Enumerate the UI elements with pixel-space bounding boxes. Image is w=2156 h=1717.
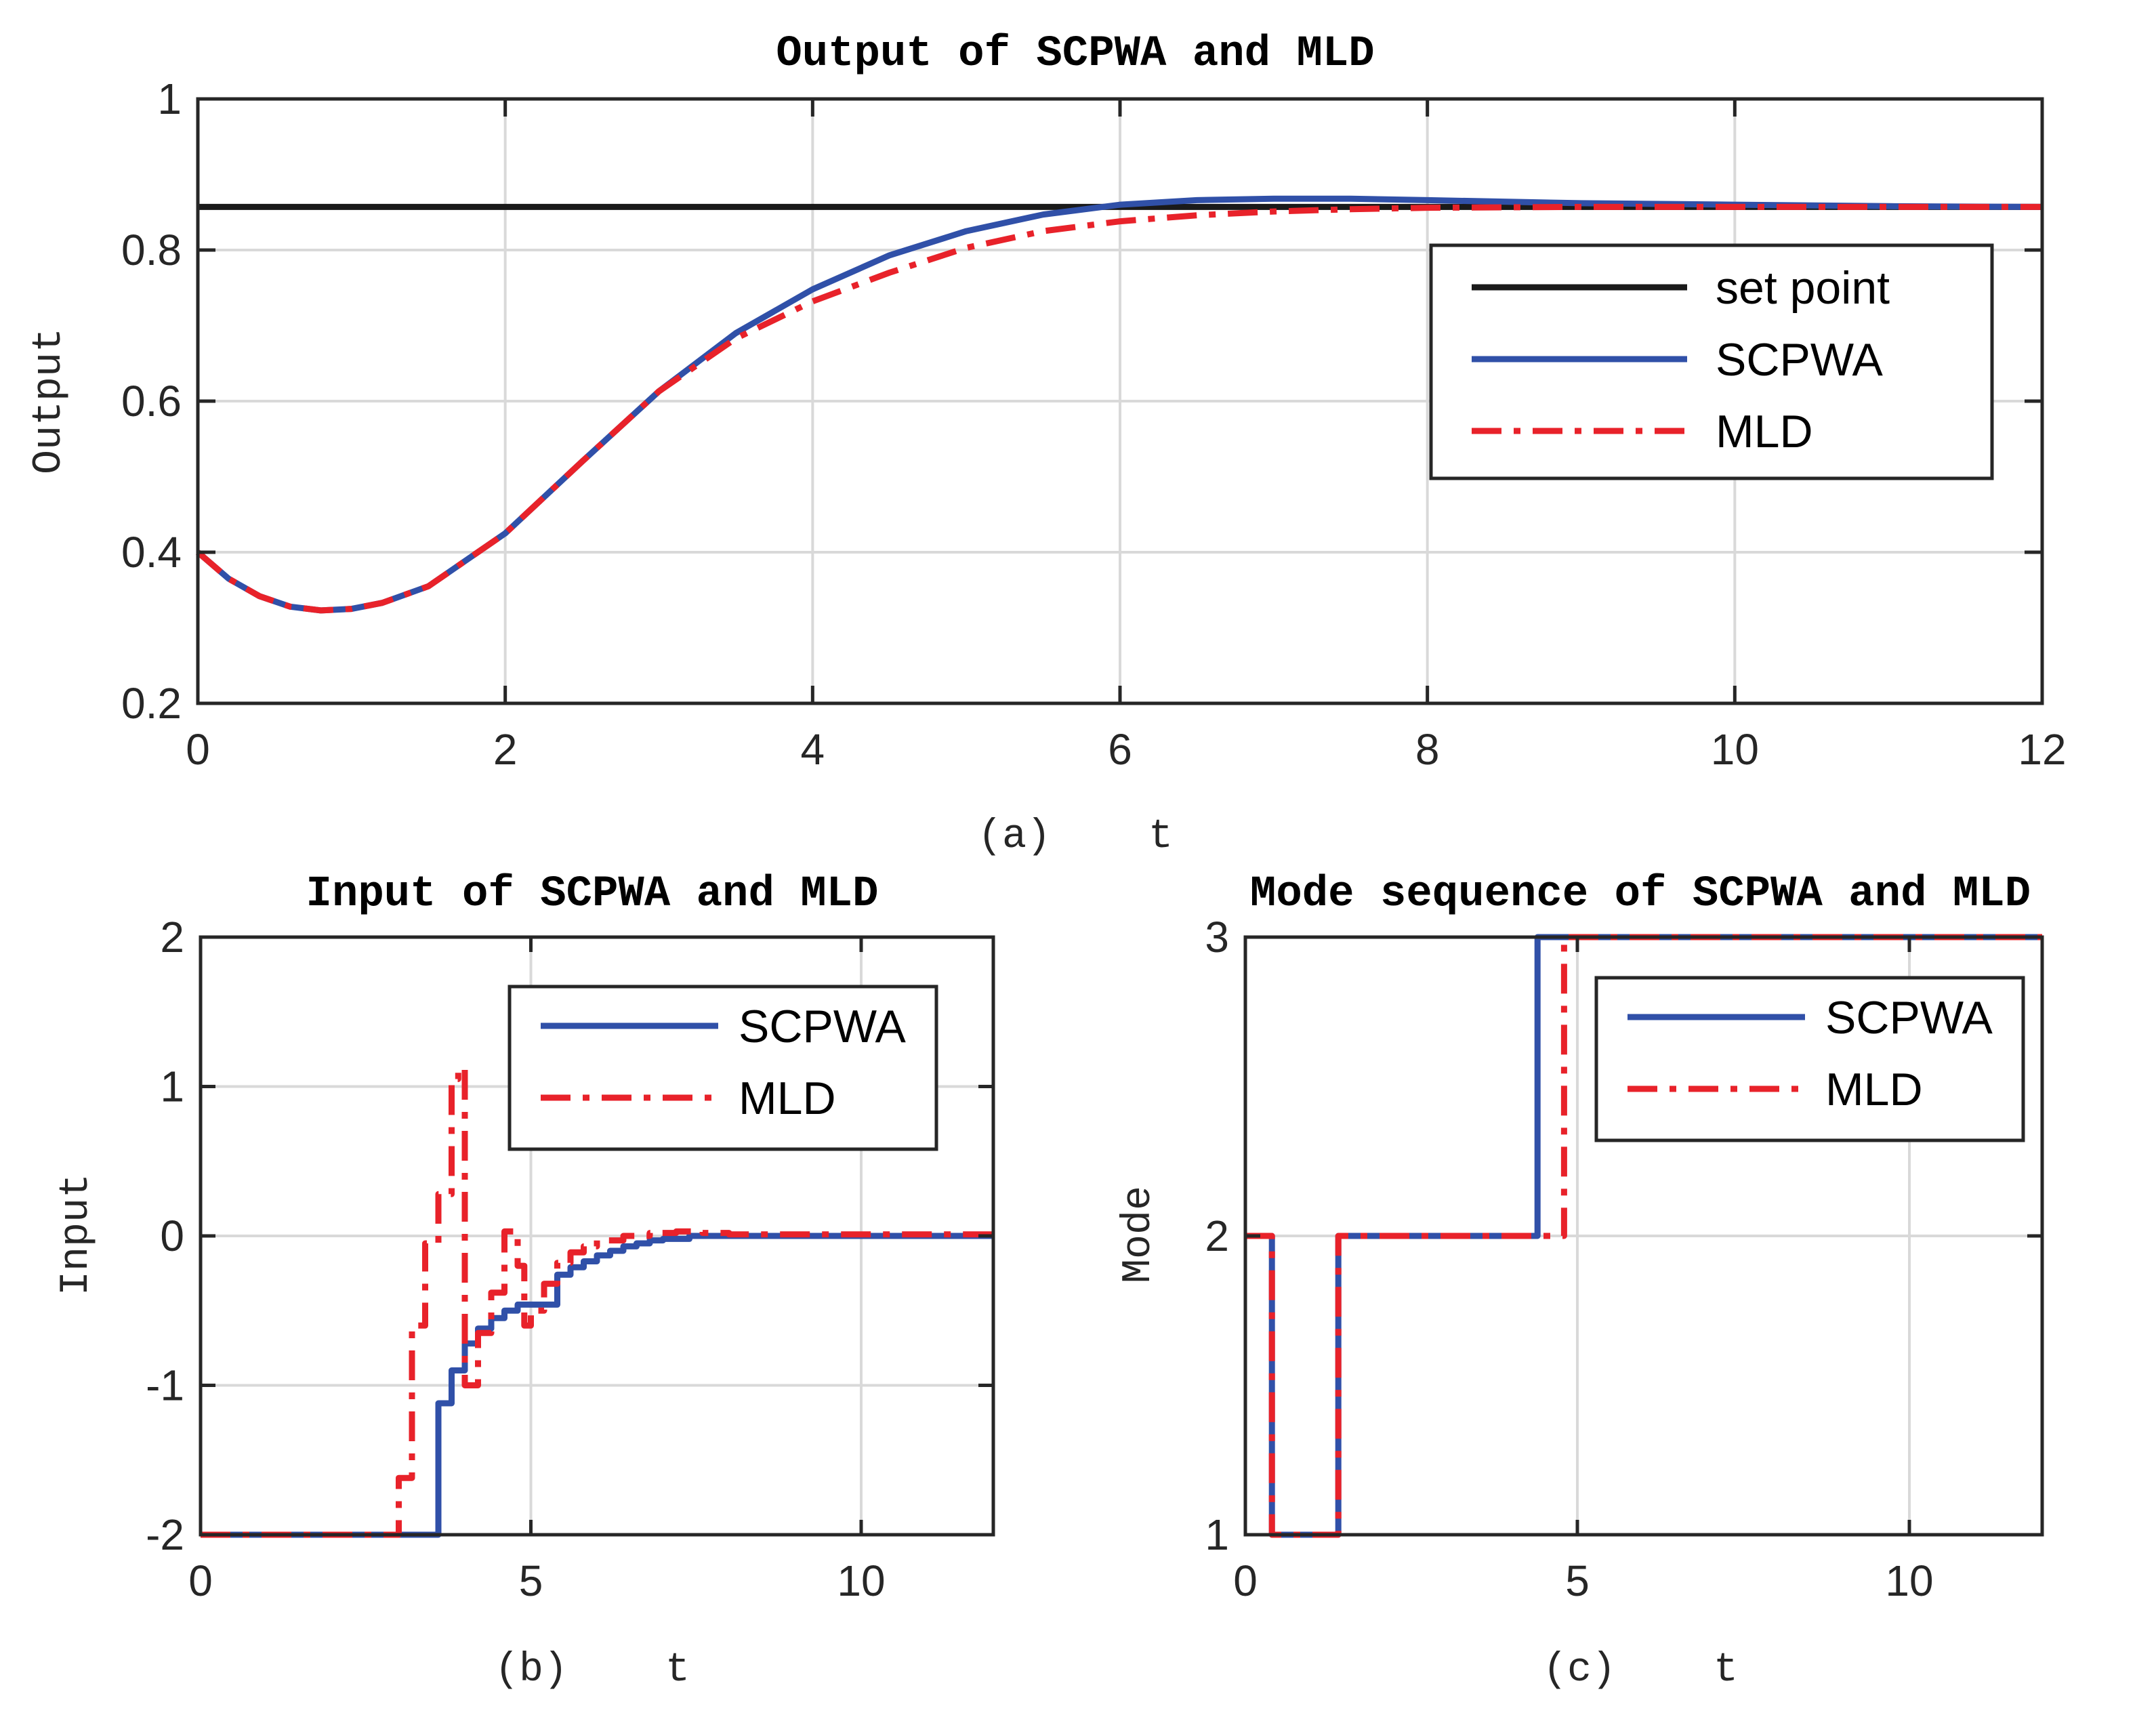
mode-chart-xtick-label: 10 (1885, 1556, 1933, 1605)
output-chart-xtick-label: 4 (801, 725, 825, 774)
output-chart-xtick-label: 12 (2018, 725, 2066, 774)
output-chart-legend: set point SCPWA MLD (1429, 243, 1994, 480)
output-chart-legend-label: MLD (1716, 406, 1813, 457)
input-chart-legend-label: SCPWA (739, 1001, 906, 1052)
output-chart-xtick-label: 2 (493, 725, 518, 774)
input-chart-ytick-label: -1 (146, 1361, 184, 1410)
input-chart-legend: SCPWA MLD (507, 985, 938, 1151)
output-chart-ylabel: Output (26, 328, 72, 474)
output-chart-xtick-label: 8 (1415, 725, 1440, 774)
output-chart-ytick-label: 0.8 (121, 226, 182, 274)
mode-chart-ytick-label: 3 (1205, 913, 1229, 961)
output-chart-ytick-label: 0.2 (121, 679, 182, 728)
output-chart-ytick-label: 0.4 (121, 528, 182, 577)
input-chart-xlabel: (b) t (495, 1647, 690, 1693)
output-chart-xtick-label: 10 (1711, 725, 1759, 774)
input-chart-ylabel: Input (54, 1174, 100, 1296)
input-chart-ytick-label: 2 (160, 913, 184, 961)
input-chart-title: Input of SCPWA and MLD (306, 870, 879, 919)
input-chart-xtick-label: 5 (519, 1556, 543, 1605)
output-chart-xlabel: (a) t (978, 814, 1173, 860)
output-chart-xtick-label: 0 (186, 725, 210, 774)
mode-chart: Mode sequence of SCPWA and MLD (c) t Mod… (1116, 870, 2044, 1693)
input-chart-xtick-label: 0 (188, 1556, 213, 1605)
mode-chart-title: Mode sequence of SCPWA and MLD (1250, 870, 2031, 919)
output-chart-title: Output of SCPWA and MLD (776, 30, 1374, 79)
output-chart-series (196, 195, 2043, 614)
input-chart-ytick-label: -2 (146, 1510, 184, 1559)
mode-chart-legend-label: SCPWA (1825, 992, 1993, 1043)
mode-chart-legend-box (1594, 976, 2025, 1142)
output-chart: Output of SCPWA and MLD (a) t Output 0 2 4… (26, 30, 2067, 860)
output-chart-ytick-label: 0.6 (121, 377, 182, 426)
input-chart-ytick-label: 0 (160, 1212, 184, 1260)
output-chart-xtick-label: 6 (1108, 725, 1132, 774)
mode-chart-xtick-label: 0 (1233, 1556, 1258, 1605)
mode-chart-series-mld (1245, 934, 2042, 1538)
output-chart-ytick-label: 1 (157, 75, 182, 123)
mode-chart-ytick-label: 1 (1205, 1510, 1229, 1559)
mode-chart-ytick-label: 2 (1205, 1212, 1229, 1260)
input-chart: Input of SCPWA and MLD (b) t Input 0 5 10-… (54, 870, 997, 1693)
mode-chart-xtick-label: 5 (1565, 1556, 1590, 1605)
input-chart-ticks: 0 5 10 -2 -1 0 1 2 (146, 913, 993, 1605)
input-chart-series (201, 1065, 997, 1538)
mode-chart-legend: SCPWA MLD (1594, 976, 2025, 1142)
output-chart-legend-label: SCPWA (1716, 334, 1883, 386)
mode-chart-xlabel: (c) t (1543, 1647, 1738, 1693)
output-chart-legend-label: set point (1716, 262, 1890, 314)
input-chart-legend-label: MLD (739, 1073, 836, 1124)
input-chart-ytick-label: 1 (160, 1062, 184, 1111)
mode-chart-ticks: 0 5 10 1 2 3 (1205, 913, 2042, 1605)
input-chart-xtick-label: 10 (837, 1556, 885, 1605)
input-chart-series-mld (201, 1065, 997, 1538)
mode-chart-series (1245, 934, 2042, 1538)
mode-chart-legend-label: MLD (1825, 1064, 1923, 1115)
output-chart-ticks: 0 2 4 6 8 10 12 0.2 0.4 0.6 0.8 1 (121, 75, 2067, 774)
mode-chart-ylabel: Mode (1116, 1186, 1162, 1283)
output-chart-series-mld (196, 203, 2042, 614)
input-chart-legend-box (507, 985, 938, 1151)
